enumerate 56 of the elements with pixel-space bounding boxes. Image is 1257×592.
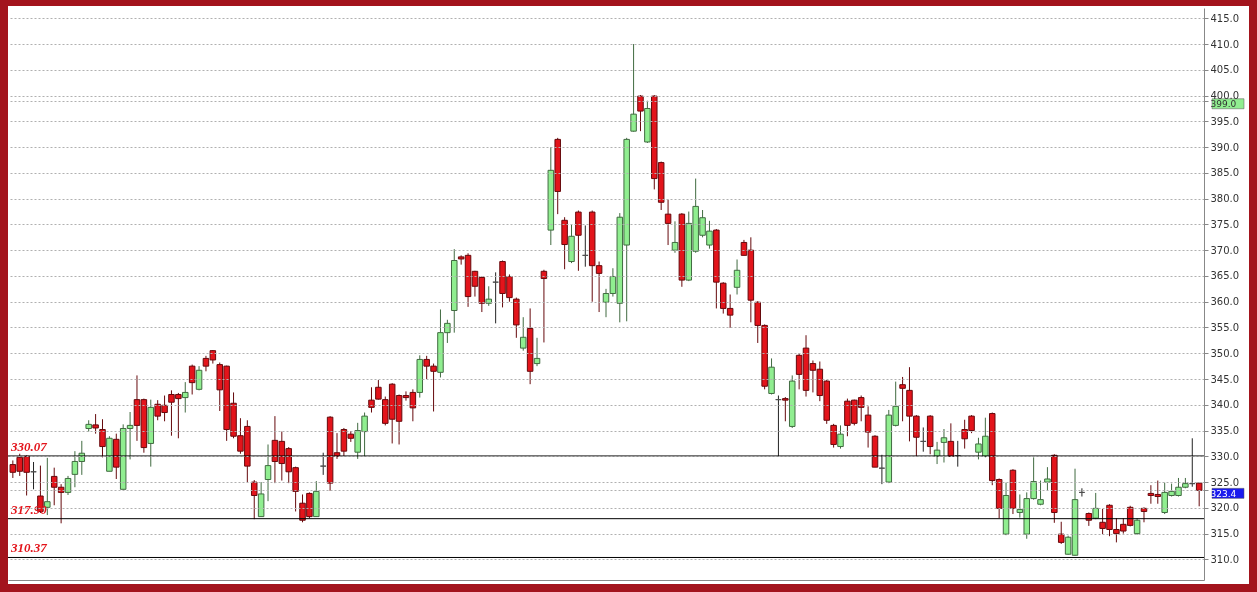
y-tick-label: 380.0 bbox=[1210, 193, 1240, 205]
y-tick-label: 385.0 bbox=[1210, 167, 1240, 179]
candlestick bbox=[864, 405, 872, 449]
candlestick bbox=[533, 337, 541, 367]
candlestick bbox=[837, 424, 844, 450]
candlestick bbox=[492, 271, 499, 324]
candlestick bbox=[264, 443, 272, 502]
candlestick bbox=[182, 381, 189, 414]
y-tick-label: 395.0 bbox=[1210, 115, 1240, 127]
candlestick bbox=[637, 94, 644, 132]
y-tick-label: 330.0 bbox=[1210, 450, 1240, 462]
candlestick bbox=[1044, 466, 1051, 491]
y-tick-label: 340.0 bbox=[1210, 399, 1240, 411]
y-tick-label: 350.0 bbox=[1210, 347, 1240, 359]
y-tick-label: 360.0 bbox=[1210, 296, 1240, 308]
y-tick-label: 315.0 bbox=[1210, 528, 1240, 540]
y-tick-label: 355.0 bbox=[1210, 322, 1240, 333]
y-tick-label: 365.0 bbox=[1210, 270, 1240, 282]
candlestick bbox=[899, 376, 906, 422]
ref-line-label: 330.07 bbox=[10, 438, 48, 454]
candlestick bbox=[92, 413, 99, 435]
candlestick bbox=[575, 210, 582, 272]
candlestick bbox=[485, 285, 492, 307]
y-tick-label: 345.0 bbox=[1210, 373, 1240, 385]
candlestick bbox=[1092, 492, 1099, 520]
y-tick-label: 415.0 bbox=[1210, 12, 1240, 24]
y-tick-label: 405.0 bbox=[1210, 64, 1240, 76]
candlestick bbox=[664, 199, 672, 246]
y-tick-label: 325.0 bbox=[1210, 476, 1240, 488]
y-tick-label: 320.0 bbox=[1210, 502, 1240, 514]
candlestick bbox=[630, 43, 637, 133]
candlestick bbox=[519, 316, 527, 352]
y-tick-label: 370.0 bbox=[1210, 244, 1240, 256]
candlestick bbox=[250, 479, 258, 520]
y-tick-label: 390.0 bbox=[1210, 141, 1240, 153]
candlestick bbox=[257, 481, 265, 518]
y-tick-label: 375.0 bbox=[1210, 218, 1240, 230]
candlestick bbox=[940, 428, 948, 464]
candlestick bbox=[319, 452, 327, 476]
candlestick bbox=[947, 422, 955, 457]
y-tick-label: 310.0 bbox=[1210, 553, 1240, 565]
candlestick bbox=[782, 396, 789, 422]
candlestick bbox=[99, 418, 106, 458]
y-tick-label: 335.0 bbox=[1210, 425, 1240, 437]
y-tick-label: 410.0 bbox=[1210, 38, 1240, 50]
y-tick-label: 399.0 bbox=[1210, 99, 1237, 110]
ref-line-label: 310.37 bbox=[10, 540, 48, 556]
candlestick bbox=[1057, 521, 1065, 545]
candlestick bbox=[368, 386, 375, 414]
candlestick bbox=[830, 423, 837, 449]
candlestick bbox=[671, 220, 679, 254]
candlestick bbox=[1037, 480, 1044, 506]
y-tick-label: 400.0 bbox=[1210, 90, 1240, 102]
candlestick bbox=[1195, 481, 1203, 507]
candlestick bbox=[733, 258, 741, 296]
candlestick bbox=[64, 475, 72, 496]
